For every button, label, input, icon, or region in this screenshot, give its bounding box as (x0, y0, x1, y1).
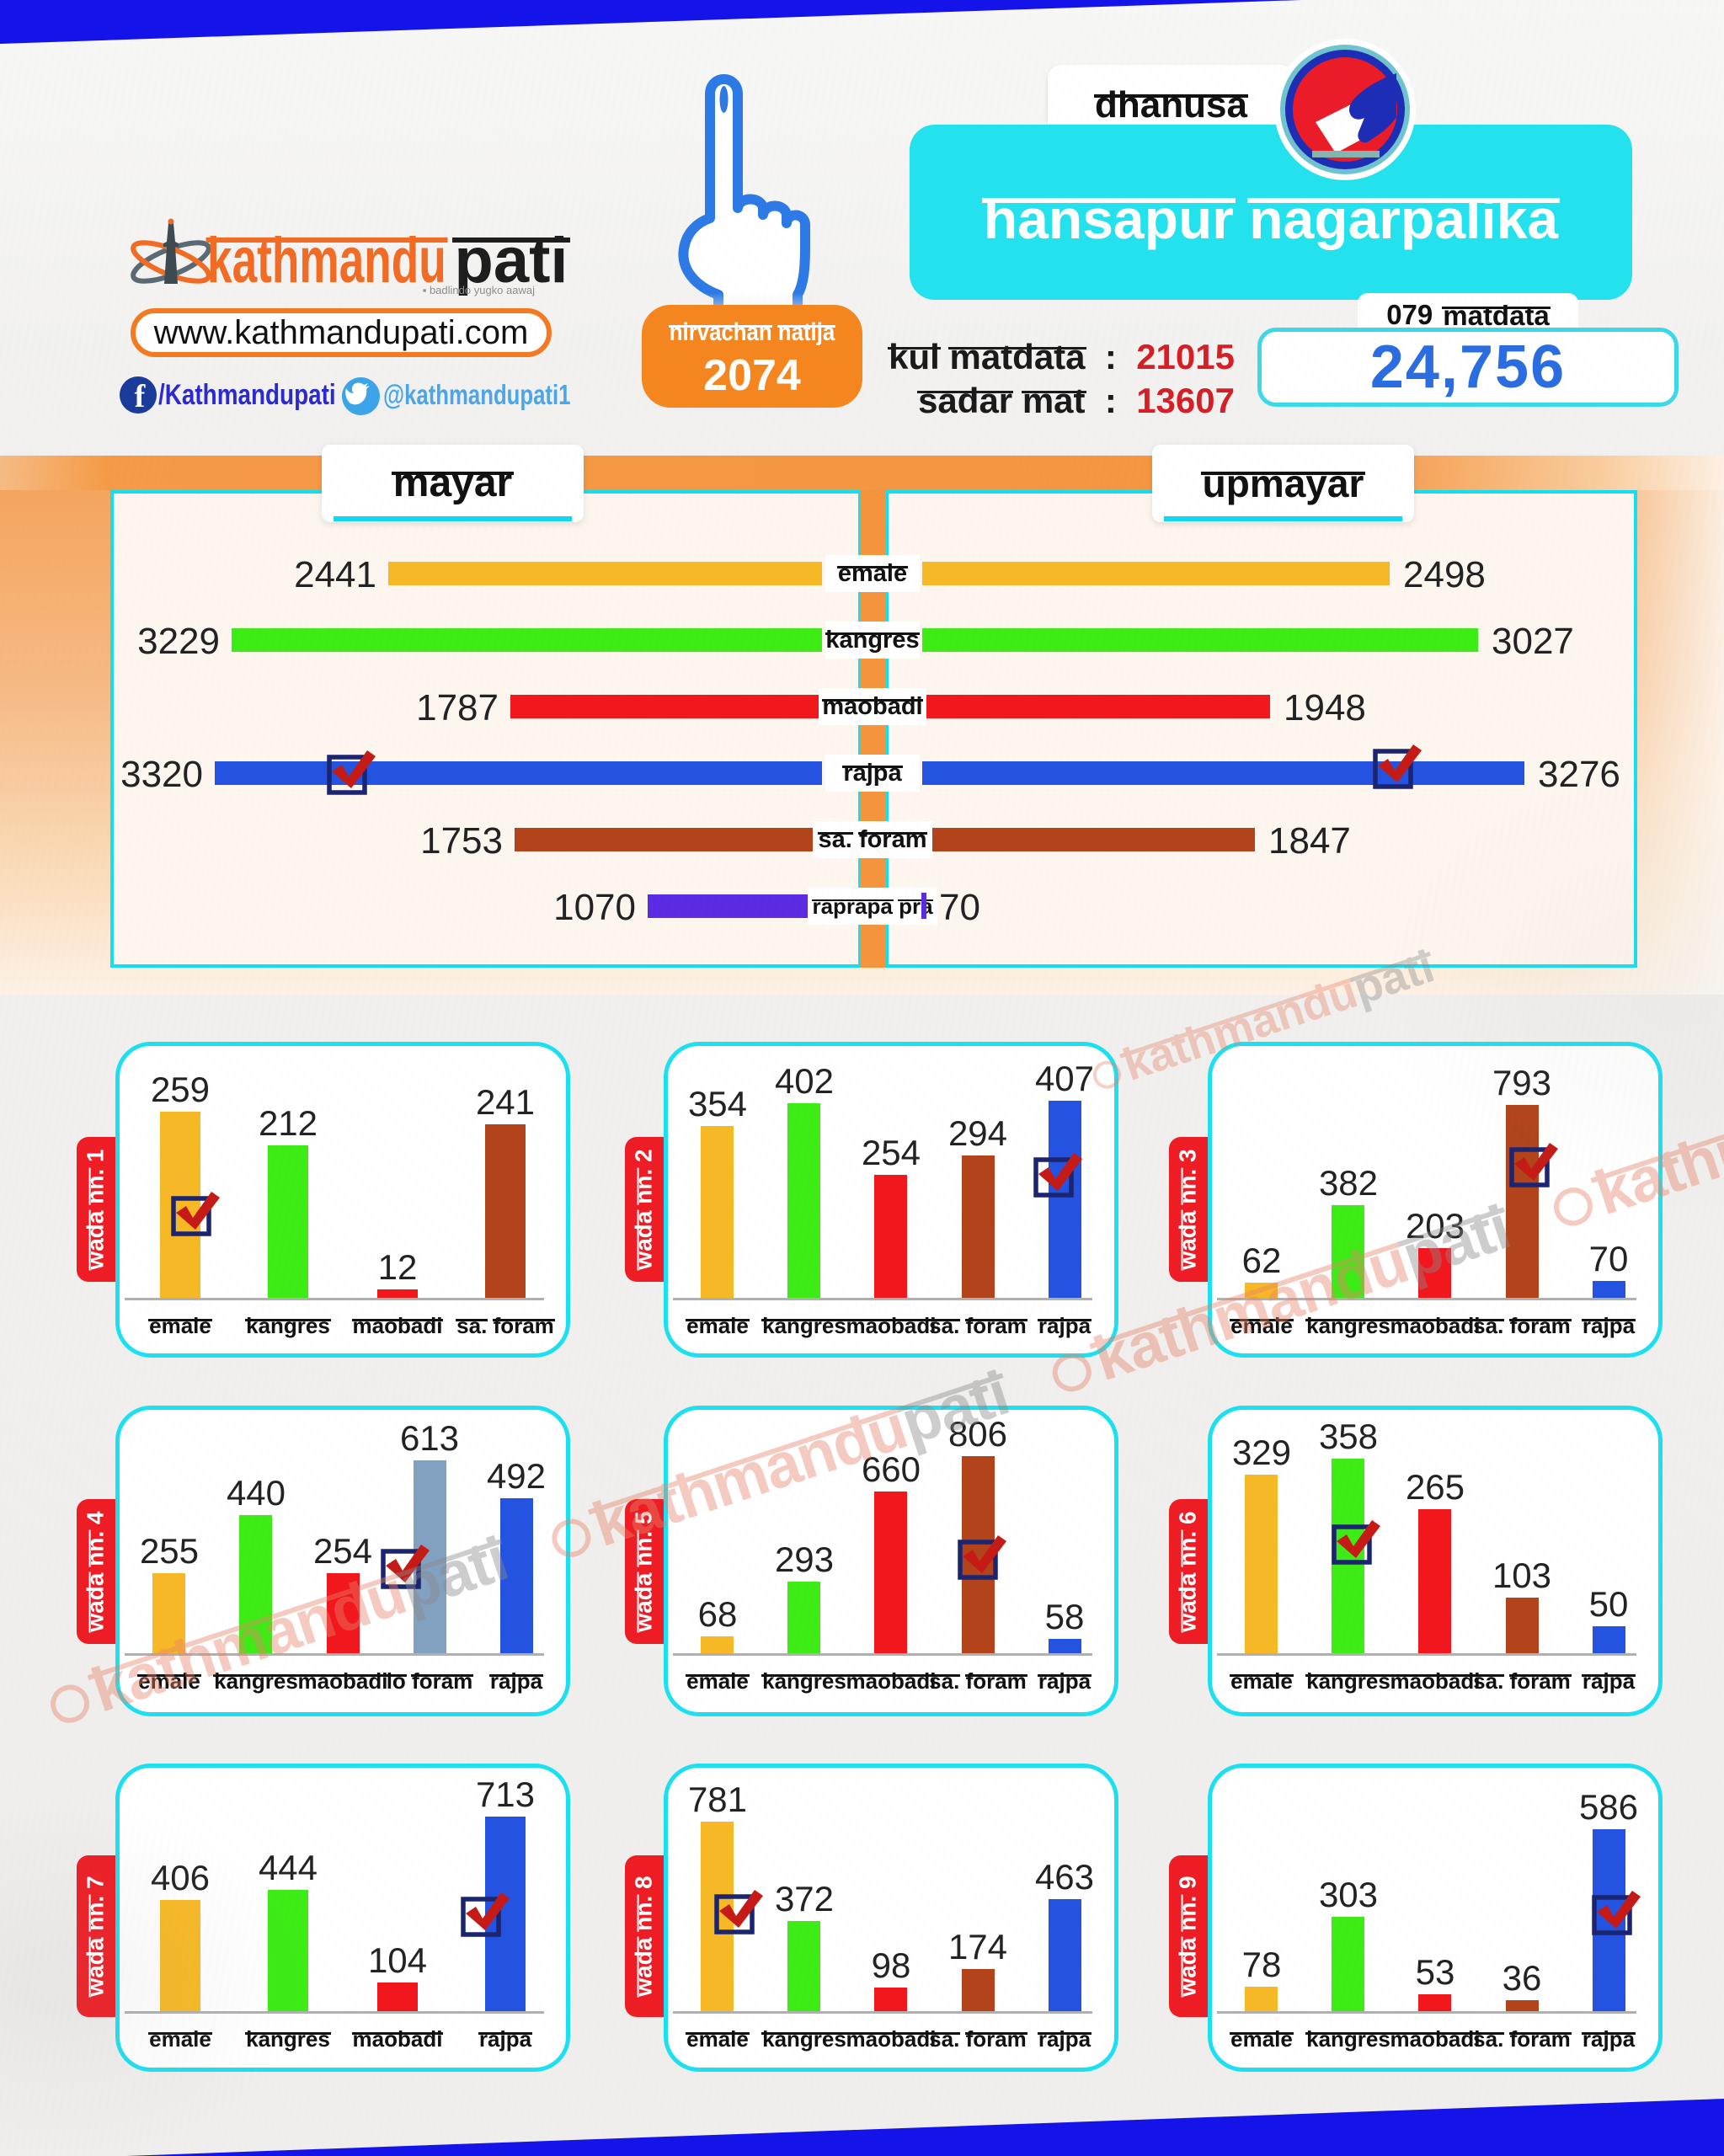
svg-text:f: f (135, 379, 147, 414)
